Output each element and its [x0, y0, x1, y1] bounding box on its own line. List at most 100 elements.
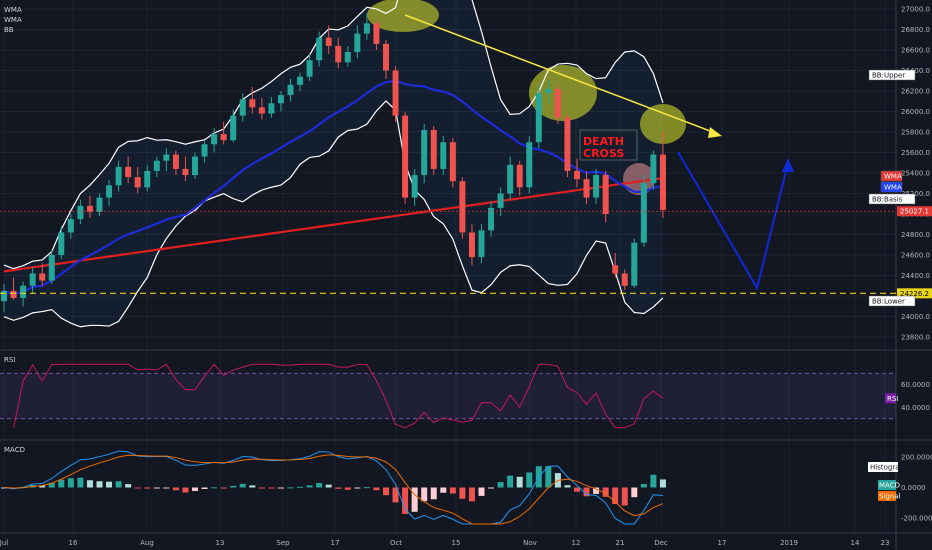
candle-body — [593, 175, 600, 198]
time-tick-label: 15 — [452, 539, 461, 547]
time-tick-label: 13 — [216, 539, 225, 547]
candle-body — [545, 88, 552, 94]
macd-histogram-bar — [564, 485, 571, 488]
candle-body — [621, 273, 628, 286]
macd-pane: 200.0000 0.0000 -200.0000 Histogram MACD Sign… — [1, 450, 932, 525]
price-tick-label: 25200.0 — [901, 190, 930, 198]
macd-histogram-bar — [77, 477, 84, 488]
last-price-label: 25027.1 — [900, 208, 929, 216]
candle-body — [383, 43, 389, 71]
macd-histogram-bar — [621, 487, 628, 506]
highlight-ellipse — [367, 0, 439, 32]
time-tick-label: 2019 — [780, 539, 798, 547]
candle-body — [602, 175, 609, 214]
candle-body — [230, 115, 237, 141]
rsi-line — [13, 363, 664, 429]
candle-body — [48, 255, 55, 281]
candle-body — [440, 142, 447, 169]
bollinger-band-fill — [4, 0, 663, 327]
candle-body — [650, 154, 657, 184]
macd-histogram-bar — [402, 487, 409, 514]
candle-body — [535, 93, 542, 143]
rsi-tick-label: 40.0000 — [901, 404, 930, 412]
candle-body — [220, 134, 227, 141]
macd-histogram-bar — [593, 487, 600, 494]
price-tick-label: 26200.0 — [901, 88, 930, 96]
candle-body — [344, 52, 351, 63]
time-tick-label: Dec — [654, 539, 668, 547]
wma-blue-label-text: WMA — [884, 184, 902, 192]
macd-histogram-bar — [220, 487, 227, 489]
candlestick-series — [1, 13, 666, 313]
macd-histogram-bar — [488, 487, 495, 489]
last-price-badge — [897, 206, 932, 217]
bb-basis-label-text: BB:Basis — [872, 196, 903, 204]
projection-arrowhead — [782, 158, 794, 172]
macd-histogram-bar — [201, 487, 208, 490]
macd-histogram-bar — [325, 484, 332, 488]
signal-line — [3, 454, 664, 525]
candle-body — [96, 197, 103, 212]
macd-histogram-bar — [211, 487, 218, 489]
bb-lower-label-badge — [868, 295, 916, 307]
candle-body — [20, 285, 27, 299]
price-tick-label: 26000.0 — [901, 108, 930, 116]
highlight-ellipse — [623, 163, 655, 195]
indicator-legend: WMA WMA BB — [4, 6, 22, 34]
candle-body — [77, 205, 84, 220]
candle-body — [58, 232, 65, 255]
highlight-ellipses — [367, 0, 686, 195]
candle-body — [134, 177, 141, 188]
macd-histogram-bar — [344, 487, 351, 490]
candle-body — [29, 273, 36, 286]
price-axis: 27000.0 26800.0 26600.0 26400.0 26200.0 26000… — [868, 6, 932, 342]
price-tick-label: 23800.0 — [901, 334, 930, 342]
candle-body — [488, 207, 495, 231]
macd-histogram-bar — [230, 485, 237, 488]
candle-body — [144, 170, 151, 188]
candle-body — [659, 154, 666, 210]
candle-body — [564, 117, 571, 171]
macd-histogram-bar — [363, 487, 370, 489]
time-tick-label: Aug — [140, 539, 154, 547]
macd-tick-label: 0.0000 — [901, 484, 926, 492]
moving-average-lines — [3, 79, 664, 296]
price-tick-label: 24400.0 — [901, 272, 930, 280]
candle-body — [1, 290, 7, 302]
candle-body — [268, 103, 275, 114]
price-tick-label: 26800.0 — [901, 26, 930, 34]
candle-body — [163, 154, 170, 161]
macd-histogram-bar — [354, 487, 361, 489]
candle-body — [516, 164, 523, 188]
candle-body — [478, 230, 485, 258]
candle-body — [249, 99, 256, 108]
macd-histogram-bar — [430, 487, 437, 500]
candle-body — [297, 76, 304, 85]
candle-body — [468, 232, 475, 258]
candle-body — [335, 45, 342, 63]
death-cross-label-line2: CROSS — [583, 147, 624, 160]
candle-body — [421, 129, 428, 176]
macd-histogram-bar — [144, 487, 151, 489]
time-tick-label: Jul — [0, 539, 8, 547]
rsi-label-badge — [885, 393, 896, 404]
macd-histogram-bar — [125, 484, 132, 488]
macd-label: MACD — [879, 482, 900, 490]
candle-body — [86, 205, 93, 212]
candle-body — [554, 88, 561, 118]
candle-body — [354, 33, 361, 53]
candle-body — [153, 160, 160, 171]
macd-histogram-bar — [574, 487, 580, 492]
macd-histogram-bar — [268, 487, 275, 489]
bb-basis-label-badge — [868, 193, 916, 205]
indicator-legend-label: BB — [4, 26, 14, 34]
macd-histogram-bar — [287, 487, 294, 489]
macd-histogram-bar — [411, 487, 418, 512]
macd-histogram-bar — [172, 487, 179, 491]
macd-histogram-bar — [86, 480, 93, 488]
chart-drawings — [0, 14, 896, 294]
macd-histogram-bar — [335, 487, 342, 489]
histogram-label-badge — [868, 462, 898, 472]
